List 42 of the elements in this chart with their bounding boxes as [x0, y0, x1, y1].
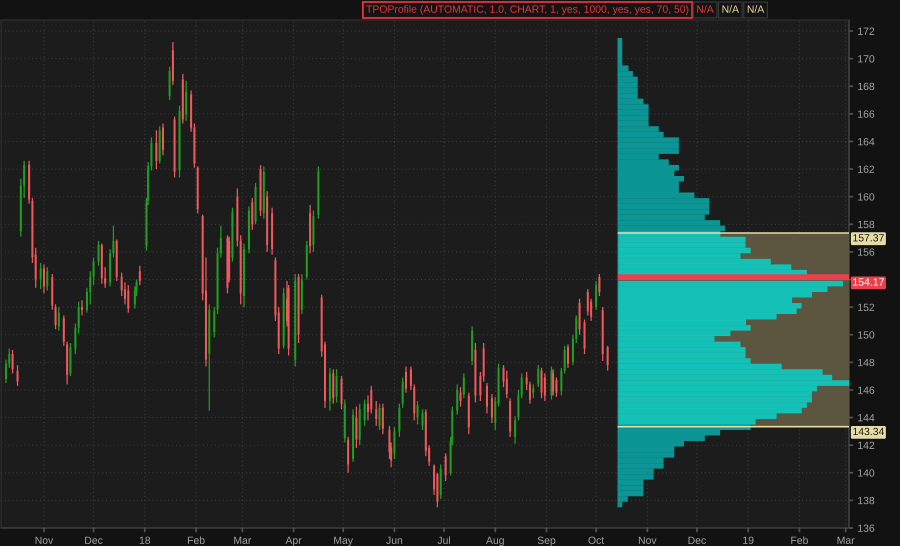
x-tick-label: Aug — [486, 536, 504, 546]
x-tick-label: Dec — [85, 536, 103, 544]
text: N/A — [697, 5, 714, 13]
x-tick-label: Oct — [588, 536, 604, 544]
x-tick-label: 18 — [140, 536, 150, 544]
y-tick-label: 148 — [858, 358, 874, 366]
y-tick-label: 150 — [858, 331, 874, 339]
ref-line-label: 143.34 — [853, 428, 884, 436]
x-tick-label: May — [334, 536, 353, 546]
y-tick-label: 162 — [858, 166, 874, 173]
y-tick-label: 142 — [858, 442, 874, 449]
x-tick-label: Mar — [234, 536, 252, 544]
y-tick-label: 138 — [858, 496, 874, 504]
y-tick-label: 136 — [858, 524, 874, 532]
x-tick-label: Apr — [286, 536, 302, 546]
x-tick-label: Jun — [386, 536, 402, 544]
y-tick-label: 164 — [858, 138, 874, 146]
text: N/A — [748, 5, 764, 13]
y-tick-label: 172 — [858, 28, 874, 35]
y-tick-label: 144 — [858, 414, 874, 422]
x-tick-label: Dec — [688, 536, 706, 544]
y-tick-label: 158 — [858, 220, 874, 228]
y-tick-label: 168 — [858, 82, 874, 90]
x-tick-label: Mar — [838, 536, 854, 544]
x-tick-label: Sep — [538, 536, 556, 546]
y-tick-label: 156 — [858, 248, 874, 256]
y-tick-label: 140 — [858, 469, 874, 477]
y-tick-label: 170 — [858, 55, 874, 63]
y-tick-label: 152 — [858, 304, 874, 312]
text: TPOProfile (AUTOMATIC, 1.0, CHART, 1, yes, 1000, yes, yes, 70, 50) — [366, 5, 688, 15]
ref-line-label: 154.17 — [853, 278, 884, 286]
y-tick-label: 146 — [858, 386, 874, 394]
text: N/A — [722, 5, 739, 13]
x-tick-label: Nov — [638, 536, 657, 544]
x-tick-label: Jul — [438, 536, 450, 544]
x-tick-label: 19 — [743, 536, 754, 544]
y-tick-label: 166 — [858, 110, 874, 118]
y-tick-label: 160 — [858, 193, 874, 201]
ref-line-label: 157.37 — [853, 234, 884, 242]
x-tick-label: Feb — [188, 536, 205, 544]
x-tick-label: Nov — [36, 536, 54, 544]
x-tick-label: Feb — [791, 536, 808, 544]
